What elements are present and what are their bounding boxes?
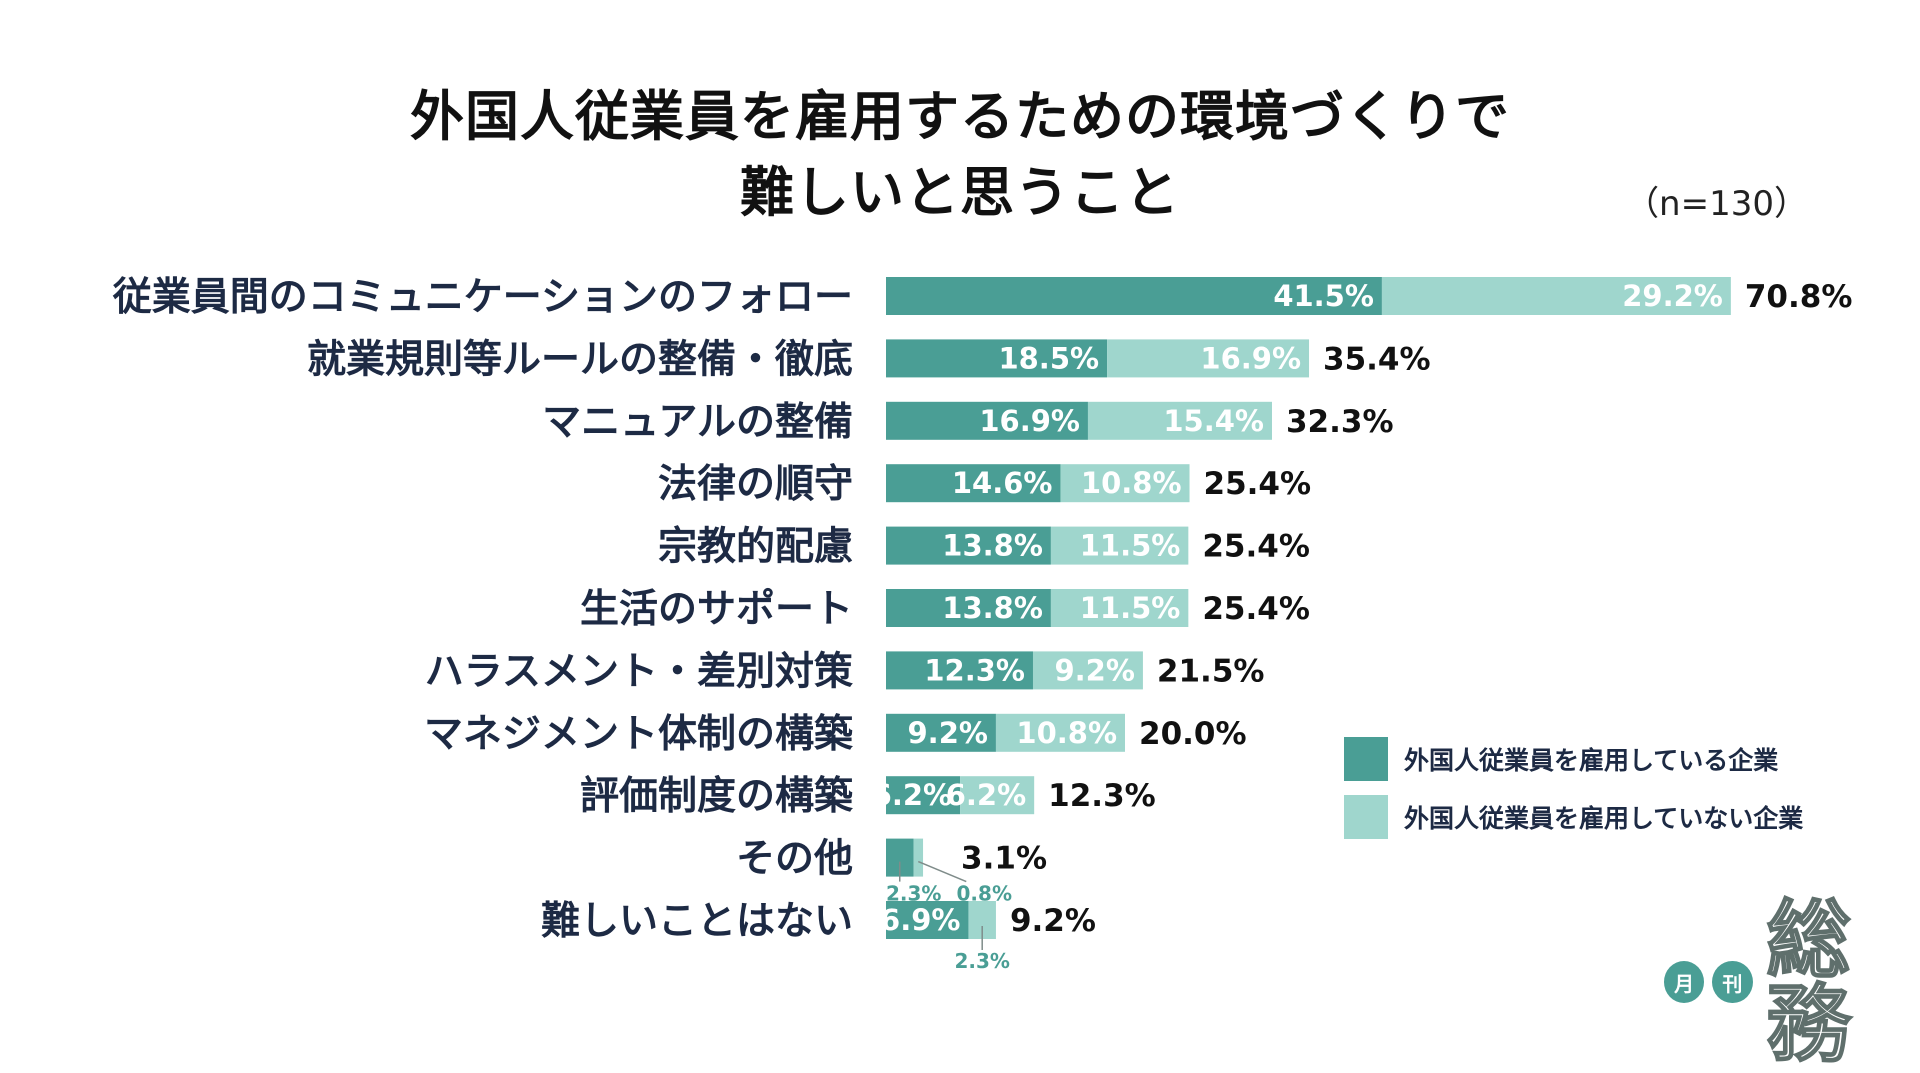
bar-label-series-1: 18.5%	[998, 341, 1099, 375]
legend-swatch-series-2	[1344, 795, 1388, 839]
bar-label-series-1: 6.2%	[872, 778, 952, 812]
bar-chart: 従業員間のコミュニケーションのフォロー 41.5% 29.2% 70.8% 就業規則等ル…	[112, 275, 1853, 973]
bar-series-1	[886, 776, 961, 815]
legend-label-series-1: 外国人従業員を雇用している企業	[1404, 746, 1779, 775]
category-label: 従業員間のコミュニケーションのフォロー	[112, 275, 853, 320]
category-label: 就業規則等ルールの整備・徹底	[307, 337, 853, 382]
bar-label-series-1: 6.9%	[880, 903, 960, 937]
legend-swatch-series-1	[1344, 737, 1388, 781]
bar-label-series-2: 11.5%	[1080, 529, 1181, 563]
bar-label-series-2: 6.2%	[946, 778, 1026, 812]
total-label: 70.8%	[1745, 279, 1853, 315]
bar-series-2	[1032, 651, 1143, 690]
total-label: 3.1%	[961, 841, 1047, 877]
bar-series-2	[960, 776, 1035, 815]
bar-series-2	[1381, 277, 1731, 315]
total-label: 25.4%	[1204, 466, 1312, 502]
chart-title-line-1: 外国人従業員を雇用するための環境づくりで	[410, 85, 1510, 148]
bar-label-series-2: 10.8%	[1016, 716, 1117, 750]
leader-line-series-2	[917, 860, 967, 883]
bar-series-1	[886, 651, 1033, 690]
legend-item-series-1: 外国人従業員を雇用している企業	[1344, 730, 1803, 788]
bar-series-1	[886, 401, 1088, 440]
bar-series-1	[886, 901, 969, 939]
bar-label-series-2: 16.9%	[1200, 341, 1301, 375]
bar-label-series-1: 12.3%	[924, 653, 1025, 687]
bar-label-series-2: 9.2%	[1054, 653, 1134, 687]
bar-series-2	[1050, 589, 1189, 627]
bar-label-series-1: 14.6%	[952, 466, 1053, 500]
bar-series-1	[886, 589, 1051, 627]
category-label: 宗教的配慮	[658, 525, 853, 570]
bar-series-2	[1060, 464, 1190, 503]
bar-label-series-1: 13.8%	[942, 529, 1043, 563]
bar-series-2	[1050, 526, 1189, 565]
chart-legend: 外国人従業員を雇用している企業 外国人従業員を雇用していない企業	[1344, 730, 1803, 846]
chart-title-line-2: 難しいと思うこと	[740, 161, 1180, 224]
total-label: 20.0%	[1139, 716, 1247, 752]
bar-label-series-1: 13.8%	[942, 591, 1043, 625]
bar-label-series-1: 9.2%	[908, 716, 988, 750]
bar-label-series-2: 29.2%	[1622, 279, 1723, 313]
category-label: 法律の順守	[658, 462, 853, 507]
category-label: ハラスメント・差別対策	[425, 649, 853, 694]
category-label: 評価制度の構築	[580, 774, 854, 819]
bar-series-1	[886, 526, 1051, 565]
bar-label-series-1: 41.5%	[1273, 279, 1374, 313]
logo-badge-1: 月	[1664, 961, 1705, 1003]
total-label: 21.5%	[1157, 653, 1265, 689]
total-label: 25.4%	[1202, 591, 1310, 627]
category-label: その他	[736, 837, 853, 882]
bar-label-series-2: 15.4%	[1163, 404, 1264, 438]
total-label: 9.2%	[1010, 903, 1096, 939]
total-label: 32.3%	[1286, 404, 1394, 440]
logo-text: 総務	[1766, 891, 1852, 1073]
bar-series-1	[886, 464, 1061, 503]
category-label: マネジメント体制の構築	[424, 712, 854, 757]
bar-series-2	[913, 838, 924, 877]
bar-series-1	[886, 277, 1382, 315]
bar-series-1	[886, 713, 996, 752]
category-label: 難しいことはない	[541, 899, 853, 944]
bar-series-2	[995, 713, 1125, 752]
category-label: 生活のサポート	[580, 587, 853, 632]
legend-label-series-2: 外国人従業員を雇用していない企業	[1404, 804, 1804, 833]
sample-size: （n=130）	[1625, 184, 1808, 224]
total-label: 35.4%	[1323, 341, 1431, 377]
bar-label-series-2: 11.5%	[1080, 591, 1181, 625]
bar-series-2	[1087, 401, 1272, 440]
logo-badge-2: 刊	[1712, 961, 1753, 1003]
total-label: 12.3%	[1048, 778, 1156, 814]
bar-series-1	[886, 339, 1108, 378]
bar-label-series-2: 2.3%	[954, 949, 1009, 973]
publisher-logo: 月 刊 総務	[1664, 891, 1920, 1073]
total-label: 25.4%	[1202, 529, 1310, 565]
bar-label-series-2: 10.8%	[1081, 466, 1182, 500]
bar-label-series-1: 16.9%	[979, 404, 1080, 438]
category-label: マニュアルの整備	[542, 400, 853, 445]
bar-series-2	[1107, 339, 1310, 378]
legend-item-series-2: 外国人従業員を雇用していない企業	[1344, 788, 1803, 846]
